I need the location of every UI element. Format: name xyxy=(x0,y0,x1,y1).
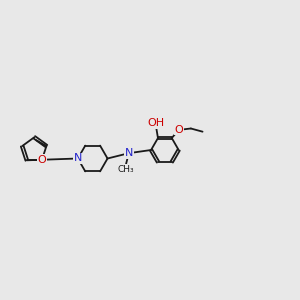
Text: N: N xyxy=(74,154,82,164)
Text: OH: OH xyxy=(147,118,164,128)
Text: CH₃: CH₃ xyxy=(117,165,134,174)
Text: O: O xyxy=(175,124,184,135)
Text: O: O xyxy=(38,155,46,165)
Text: N: N xyxy=(124,148,133,158)
